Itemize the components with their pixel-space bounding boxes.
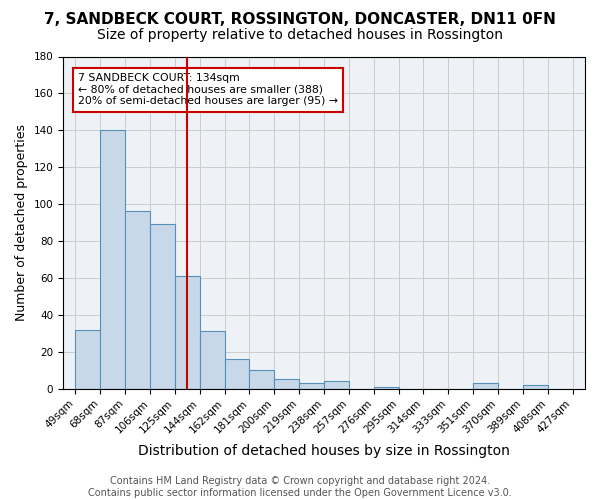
Bar	[324, 381, 349, 388]
Bar	[299, 383, 324, 388]
Bar	[250, 370, 274, 388]
Bar	[175, 276, 200, 388]
Bar	[125, 212, 150, 388]
Bar	[374, 386, 398, 388]
X-axis label: Distribution of detached houses by size in Rossington: Distribution of detached houses by size …	[138, 444, 510, 458]
Bar	[100, 130, 125, 388]
Text: Contains HM Land Registry data © Crown copyright and database right 2024.
Contai: Contains HM Land Registry data © Crown c…	[88, 476, 512, 498]
Bar	[473, 383, 498, 388]
Bar	[76, 330, 100, 388]
Y-axis label: Number of detached properties: Number of detached properties	[15, 124, 28, 321]
Bar	[224, 359, 250, 388]
Bar	[523, 385, 548, 388]
Bar	[274, 380, 299, 388]
Text: 7, SANDBECK COURT, ROSSINGTON, DONCASTER, DN11 0FN: 7, SANDBECK COURT, ROSSINGTON, DONCASTER…	[44, 12, 556, 28]
Text: 7 SANDBECK COURT: 134sqm
← 80% of detached houses are smaller (388)
20% of semi-: 7 SANDBECK COURT: 134sqm ← 80% of detach…	[78, 73, 338, 106]
Bar	[200, 332, 224, 388]
Text: Size of property relative to detached houses in Rossington: Size of property relative to detached ho…	[97, 28, 503, 42]
Bar	[150, 224, 175, 388]
